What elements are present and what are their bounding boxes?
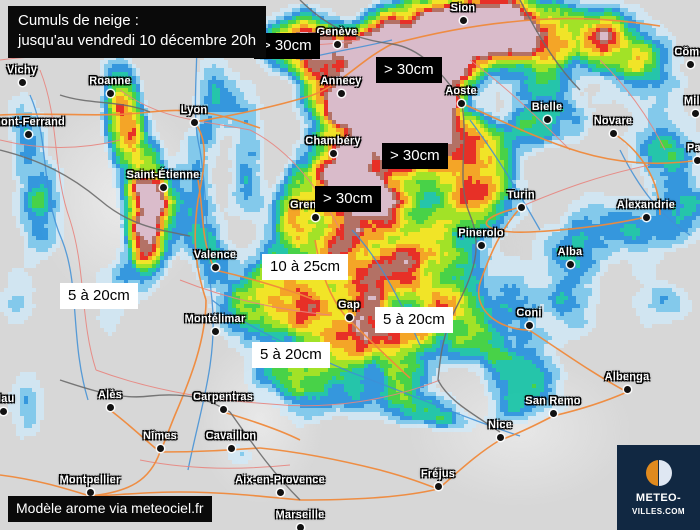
snow-amount-annotation: 5 à 20cm [60, 283, 138, 309]
snow-amount-annotation: 5 à 20cm [252, 342, 330, 368]
model-credit: Modèle arome via meteociel.fr [8, 496, 212, 522]
snow-amount-annotation: > 30cm [315, 186, 381, 212]
map-title: Cumuls de neige : jusqu'au vendredi 10 d… [8, 6, 266, 58]
snow-amount-annotation: 10 à 25cm [262, 254, 348, 280]
snow-amount-annotation: > 30cm [382, 143, 448, 169]
half-moon-icon [646, 460, 672, 486]
snow-amount-annotation: > 30cm [376, 57, 442, 83]
meteo-villes-logo[interactable]: METEO- VILLES.COM [617, 445, 700, 530]
map-title-line1: Cumuls de neige : [18, 11, 256, 31]
logo-line1: METEO- [636, 492, 681, 504]
snow-amount-annotation: 5 à 20cm [375, 307, 453, 333]
map-title-line2: jusqu'au vendredi 10 décembre 20h [18, 31, 256, 51]
logo-line2: VILLES.COM [632, 507, 685, 516]
